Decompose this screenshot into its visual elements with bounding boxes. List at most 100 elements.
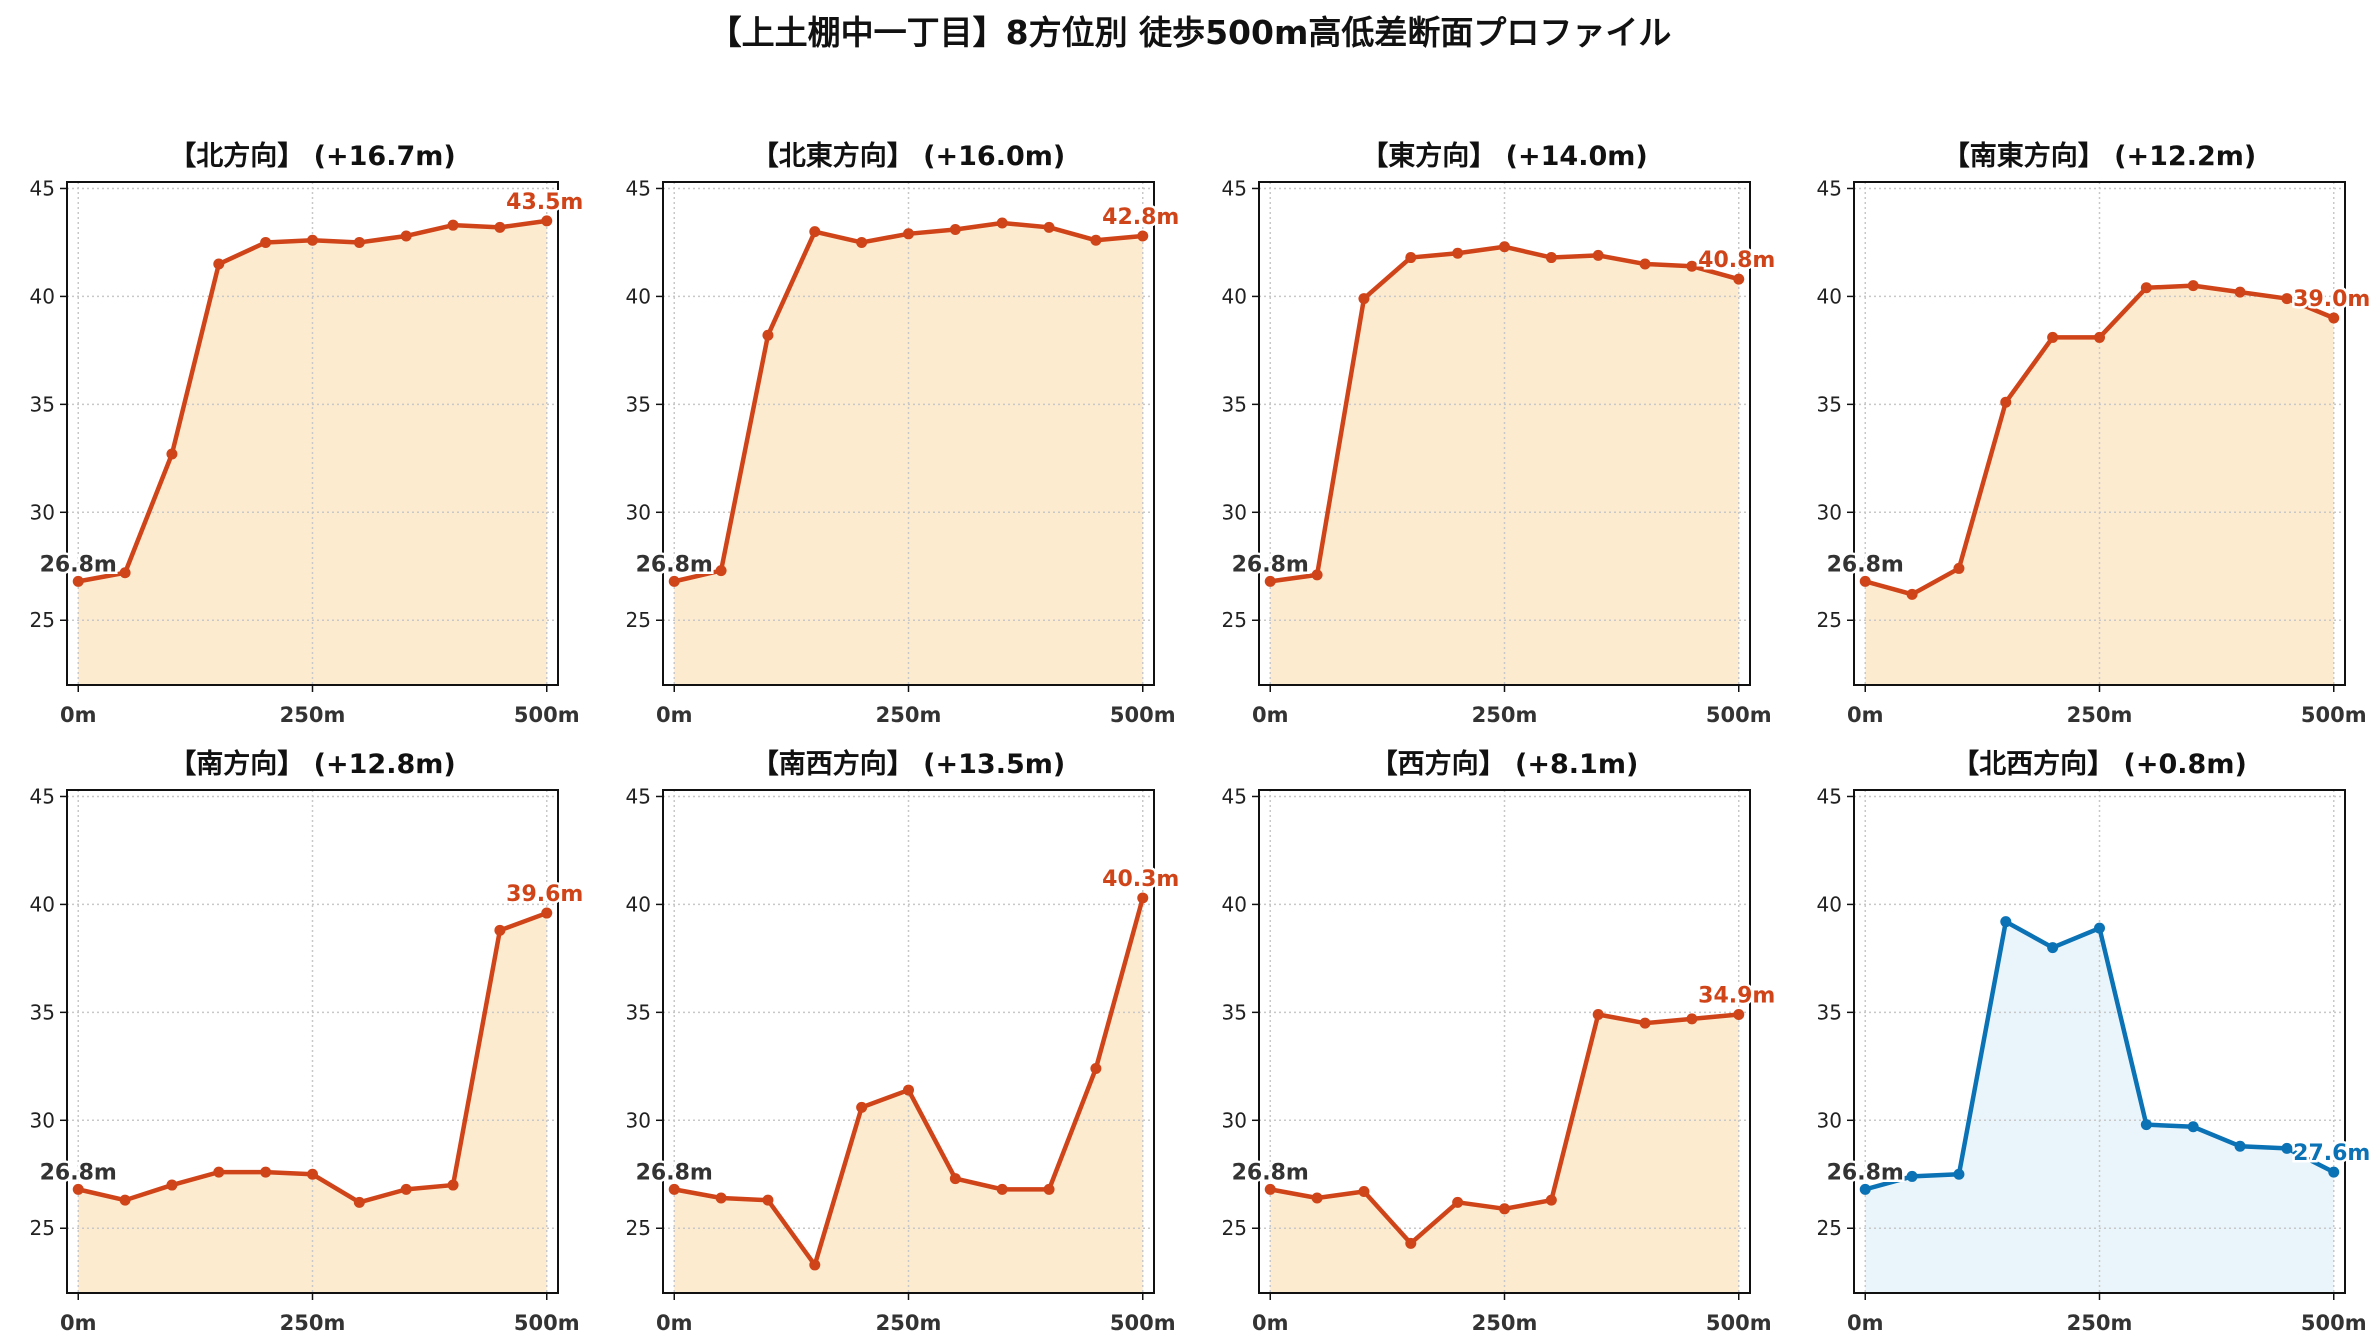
- profile-panel: 25 30 35 40 45 0m 250m 500m 【南東方向】 (+12.2m) 26.8m…: [1817, 140, 2373, 727]
- elevation-point: [2000, 396, 2012, 408]
- elevation-point: [2328, 1166, 2340, 1178]
- elevation-point: [2094, 922, 2105, 934]
- y-tick-label: 35: [1222, 1000, 1247, 1024]
- elevation-point: [1358, 1186, 1370, 1198]
- panel-title: 【北東方向】 (+16.0m): [752, 140, 1065, 172]
- x-tick-label: 250m: [876, 1311, 942, 1335]
- start-elevation-label: 26.8m: [636, 1160, 713, 1185]
- elevation-point: [2234, 1140, 2246, 1152]
- elevation-point: [2140, 1119, 2152, 1131]
- elevation-point: [1137, 230, 1149, 242]
- elevation-point: [1358, 293, 1370, 305]
- panel-title: 【西方向】 (+8.1m): [1371, 748, 1639, 780]
- y-tick-label: 40: [1817, 284, 1842, 308]
- elevation-point: [1545, 1194, 1557, 1206]
- y-tick-label: 30: [1817, 1108, 1842, 1132]
- y-tick-label: 35: [626, 392, 651, 416]
- elevation-point: [668, 1183, 680, 1195]
- elevation-point: [260, 1166, 272, 1178]
- y-tick-label: 35: [1817, 392, 1842, 416]
- x-tick-label: 0m: [656, 703, 693, 727]
- y-tick-label: 35: [626, 1000, 651, 1024]
- start-elevation-label: 26.8m: [636, 552, 713, 577]
- elevation-point: [856, 236, 868, 248]
- profile-panel: 25 30 35 40 45 0m 250m 500m 【西方向】 (+8.1m) 26.8m 34…: [1222, 748, 1778, 1335]
- elevation-point: [541, 907, 553, 919]
- elevation-point: [1137, 892, 1149, 904]
- start-elevation-label: 26.8m: [1232, 1160, 1309, 1185]
- y-tick-label: 30: [626, 1108, 651, 1132]
- x-tick-label: 250m: [2067, 703, 2133, 727]
- elevation-point: [2187, 1121, 2199, 1133]
- y-tick-label: 45: [626, 176, 651, 200]
- x-tick-label: 250m: [1472, 703, 1538, 727]
- elevation-point: [903, 1084, 914, 1096]
- elevation-point: [166, 1179, 178, 1191]
- elevation-point: [1405, 1237, 1417, 1249]
- end-elevation-label: 27.6m: [2293, 1141, 2370, 1166]
- y-tick-label: 40: [1817, 892, 1842, 916]
- y-tick-label: 30: [30, 500, 55, 524]
- elevation-point: [1733, 273, 1745, 285]
- y-tick-label: 25: [1222, 608, 1247, 632]
- elevation-point: [1311, 1192, 1323, 1204]
- elevation-point: [668, 575, 680, 587]
- elevation-point: [1090, 234, 1102, 246]
- elevation-point: [213, 1166, 225, 1178]
- y-tick-label: 25: [626, 608, 651, 632]
- x-tick-label: 250m: [280, 703, 346, 727]
- end-elevation-label: 43.5m: [506, 190, 583, 215]
- elevation-point: [1686, 1013, 1698, 1025]
- y-tick-label: 25: [30, 608, 55, 632]
- x-tick-label: 0m: [1252, 1311, 1289, 1335]
- y-tick-label: 25: [30, 1216, 55, 1240]
- elevation-point: [541, 215, 553, 227]
- figure-title: 【上土棚中一丁目】8方位別 徒歩500m高低差断面プロファイル: [709, 13, 1672, 52]
- elevation-point: [1264, 1183, 1276, 1195]
- elevation-point: [72, 575, 84, 587]
- elevation-point: [949, 223, 961, 235]
- elevation-point: [260, 236, 272, 248]
- x-tick-label: 500m: [514, 703, 580, 727]
- panel-title: 【南方向】 (+12.8m): [169, 748, 455, 780]
- profile-panel: 25 30 35 40 45 0m 250m 500m 【南方向】 (+12.8m) 26.8m 3…: [30, 748, 586, 1335]
- profile-panel: 25 30 35 40 45 0m 250m 500m 【南西方向】 (+13.5m) 26.8m…: [626, 748, 1182, 1335]
- y-tick-label: 30: [1817, 500, 1842, 524]
- profile-panel: 25 30 35 40 45 0m 250m 500m 【東方向】 (+14.0m) 26.8m 4…: [1222, 140, 1778, 727]
- x-tick-label: 500m: [2301, 703, 2367, 727]
- elevation-point: [1264, 575, 1276, 587]
- elevation-point: [903, 228, 914, 240]
- start-elevation-label: 26.8m: [1827, 1160, 1904, 1185]
- x-tick-label: 0m: [60, 703, 97, 727]
- elevation-point: [494, 221, 506, 233]
- elevation-point: [1639, 1017, 1651, 1029]
- panel-title: 【北西方向】 (+0.8m): [1952, 748, 2247, 780]
- y-tick-label: 40: [1222, 892, 1247, 916]
- y-tick-label: 45: [30, 176, 55, 200]
- elevation-point: [2281, 293, 2293, 305]
- elevation-point: [1906, 1170, 1918, 1182]
- elevation-area: [78, 913, 547, 1293]
- x-tick-label: 500m: [1110, 1311, 1176, 1335]
- elevation-point: [2234, 286, 2246, 298]
- y-tick-label: 25: [1817, 608, 1842, 632]
- elevation-point: [353, 236, 365, 248]
- elevation-point: [1043, 1183, 1055, 1195]
- end-elevation-label: 40.8m: [1698, 248, 1775, 273]
- x-tick-label: 0m: [1252, 703, 1289, 727]
- y-tick-label: 30: [30, 1108, 55, 1132]
- elevation-point: [949, 1173, 961, 1185]
- end-elevation-label: 40.3m: [1102, 867, 1179, 892]
- y-tick-label: 40: [626, 284, 651, 308]
- elevation-point: [447, 1179, 459, 1191]
- panel-title: 【北方向】 (+16.7m): [169, 140, 455, 172]
- elevation-point: [1859, 1183, 1871, 1195]
- end-elevation-label: 34.9m: [1698, 984, 1775, 1009]
- elevation-area: [674, 223, 1143, 686]
- y-tick-label: 35: [30, 392, 55, 416]
- elevation-point: [1043, 221, 1055, 233]
- y-tick-label: 45: [30, 784, 55, 808]
- y-tick-label: 30: [1222, 500, 1247, 524]
